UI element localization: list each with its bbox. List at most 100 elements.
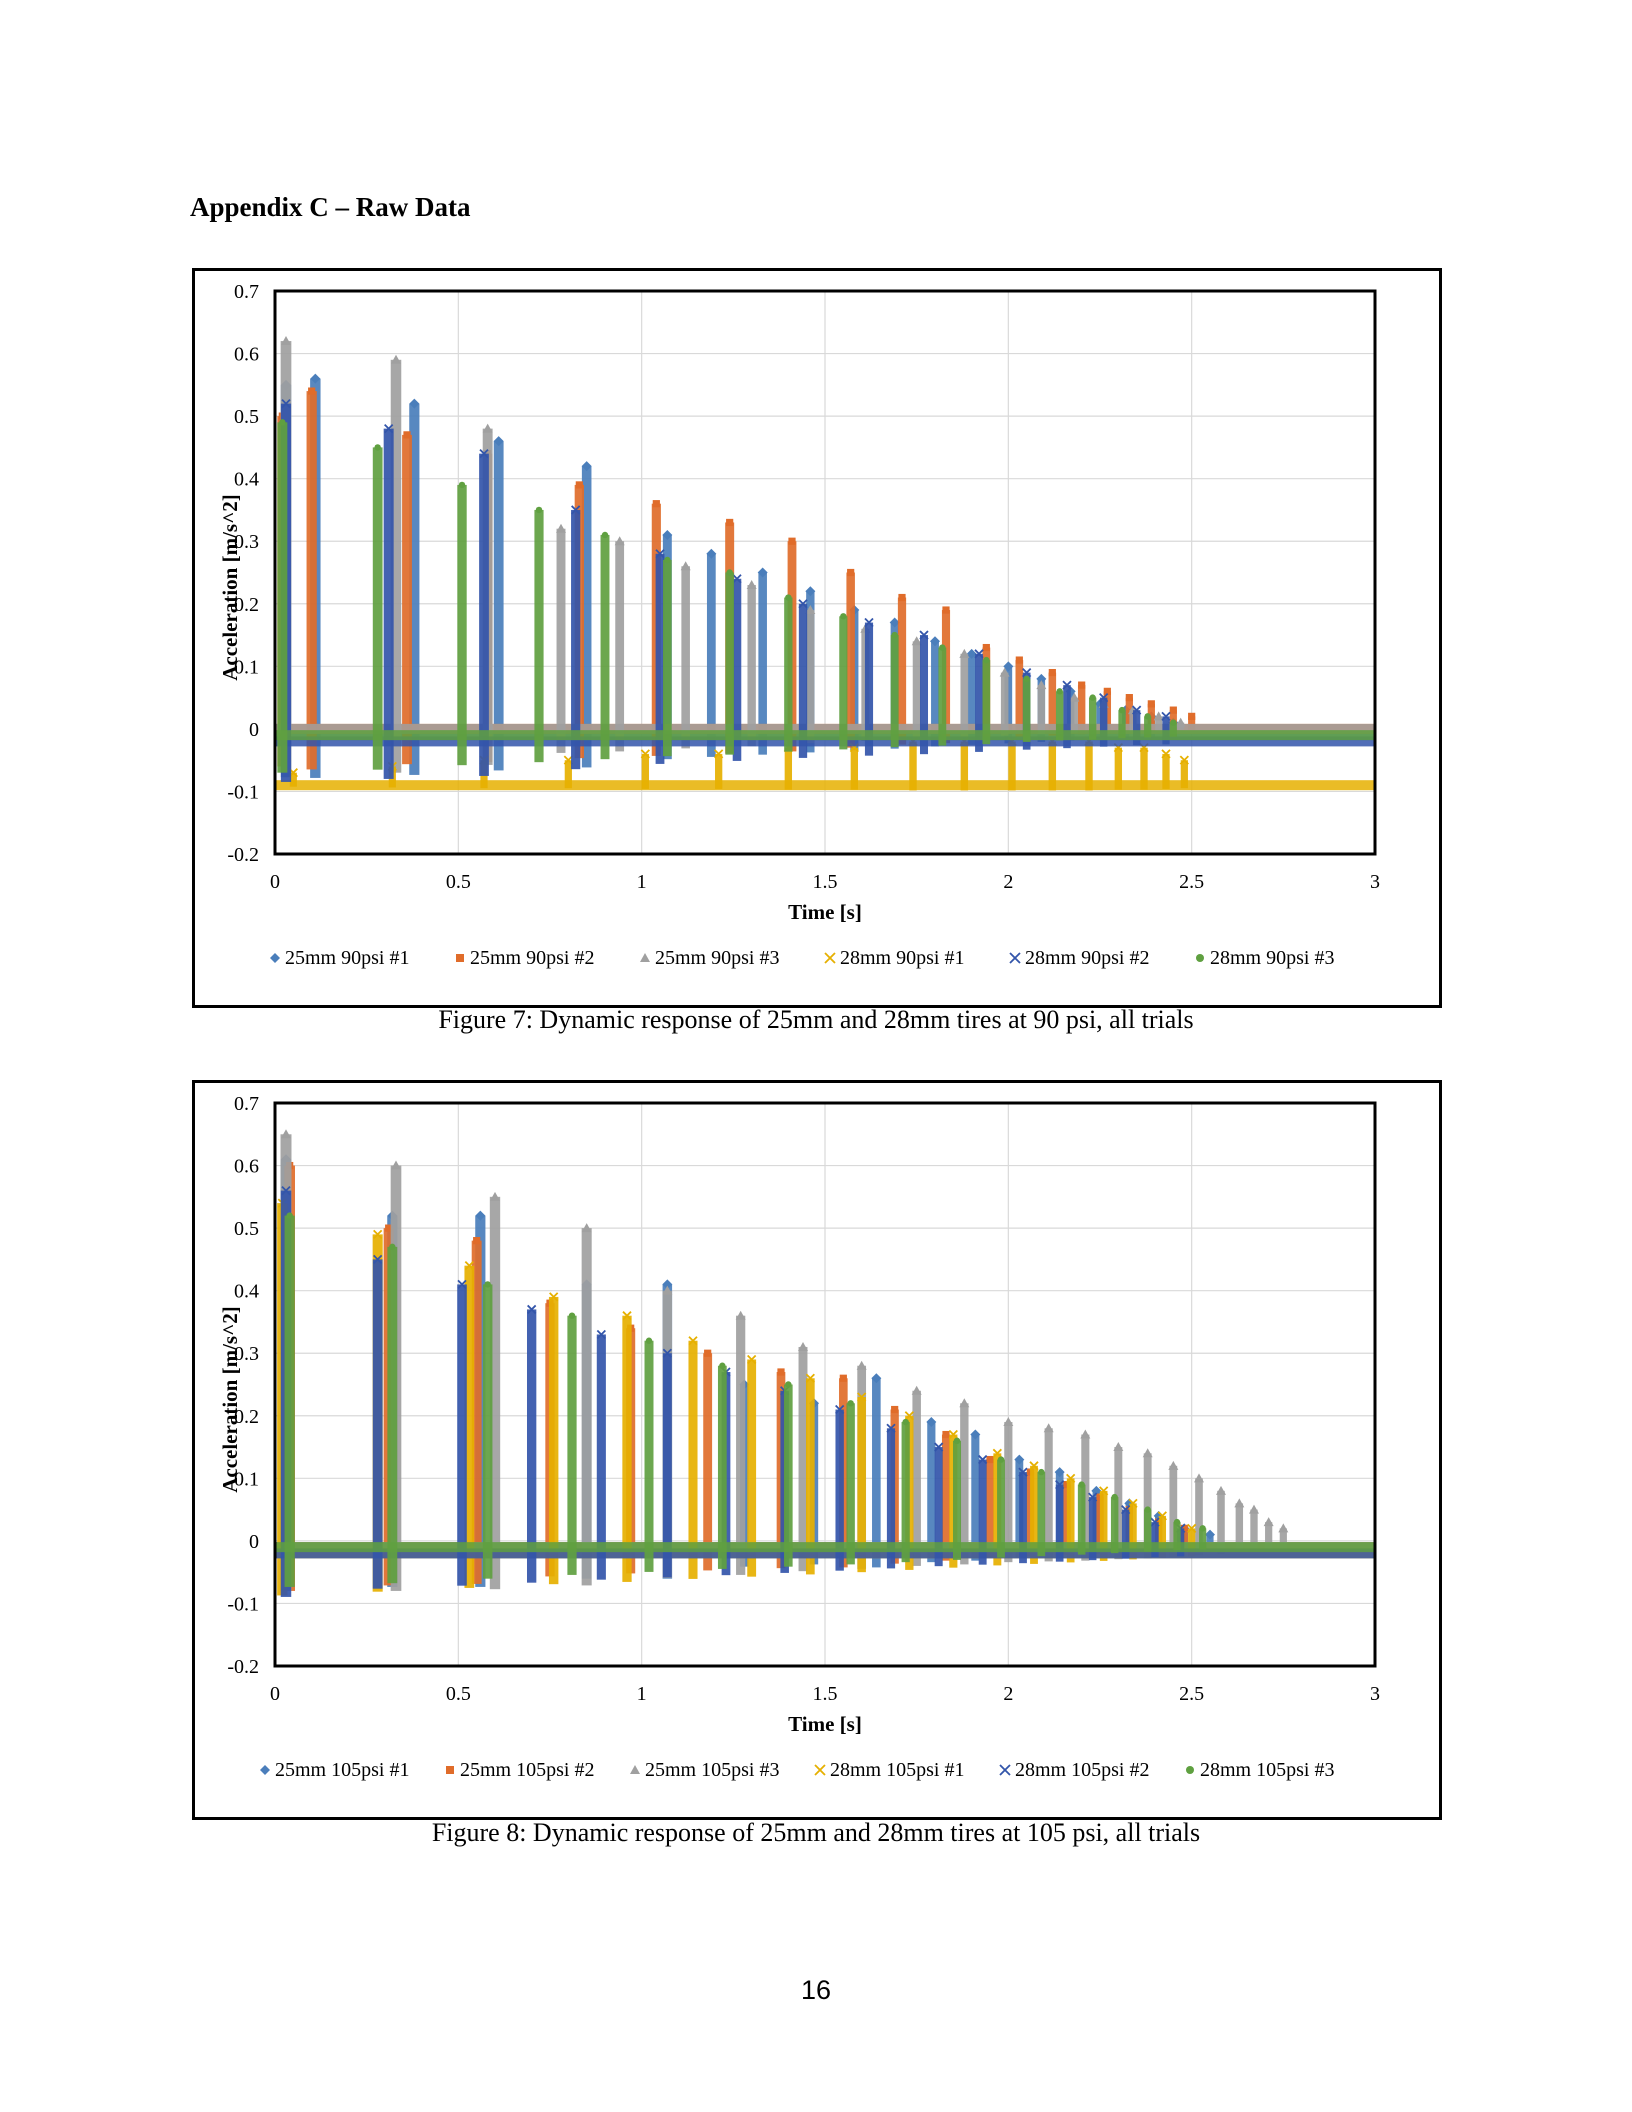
- acceleration-spike: [850, 747, 859, 790]
- legend-marker: [630, 1765, 640, 1774]
- peak-point: [785, 594, 792, 601]
- acceleration-spike: [846, 572, 855, 748]
- peak-point: [310, 373, 321, 384]
- acceleration-spike: [1129, 1503, 1137, 1560]
- legend-label: 25mm 90psi #3: [655, 947, 779, 969]
- acceleration-spike: [600, 534, 610, 760]
- acceleration-spike: [1004, 1422, 1013, 1563]
- acceleration-spike: [641, 753, 649, 789]
- peak-point: [1173, 1518, 1181, 1526]
- acceleration-spike: [901, 1422, 910, 1563]
- legend: 25mm 105psi #1 25mm 105psi #2 25mm 105psi …: [260, 1759, 1334, 1781]
- peak-point: [1216, 1485, 1226, 1495]
- peak-point: [549, 1292, 559, 1302]
- peak-point: [475, 1210, 486, 1221]
- series-baseline-band: [275, 1542, 1375, 1553]
- x-tick-label: 2.5: [1179, 871, 1204, 893]
- x-tick-label: 0.5: [446, 1683, 471, 1705]
- peak-point: [719, 1362, 726, 1369]
- peak-point: [732, 574, 742, 584]
- peak-point: [1168, 1460, 1179, 1470]
- peak-point: [1022, 667, 1032, 678]
- x-tick-label: 1: [637, 871, 647, 893]
- peak-point: [1103, 687, 1111, 695]
- acceleration-spike: [706, 553, 716, 757]
- peak-point: [798, 599, 808, 609]
- peak-point: [1144, 713, 1151, 720]
- acceleration-spike: [1099, 1490, 1108, 1561]
- acceleration-spike: [909, 741, 917, 791]
- acceleration-spike: [846, 1403, 855, 1565]
- peak-point: [1194, 1473, 1204, 1483]
- acceleration-spike: [390, 359, 402, 773]
- peak-point: [948, 1429, 958, 1440]
- acceleration-spike: [1110, 1497, 1119, 1554]
- acceleration-spike: [1125, 697, 1133, 733]
- y-axis-label: Acceleration [m/s^2]: [218, 1306, 242, 1493]
- x-tick-label: 1.5: [813, 1683, 838, 1705]
- peak-point: [1080, 1429, 1091, 1439]
- plot-area-border: [273, 289, 1377, 856]
- acceleration-spike: [464, 1265, 475, 1588]
- legend-label: 28mm 105psi #3: [1200, 1759, 1334, 1781]
- acceleration-spike: [1015, 660, 1024, 738]
- peak-point: [286, 1212, 293, 1219]
- legend-marker: [824, 952, 836, 964]
- peak-point: [568, 1312, 576, 1319]
- y-tick-label: 0.3: [234, 531, 259, 553]
- acceleration-spike: [912, 1390, 921, 1566]
- peak-point: [596, 1329, 606, 1340]
- legend-marker: [260, 1765, 270, 1775]
- acceleration-spike: [839, 616, 848, 750]
- acceleration-spike: [982, 660, 991, 745]
- tick-labels: 0.7 0.6 0.5 0.4 0.3 0.2 0.1 0 -0.1 -0.2 0 0.5 1 1.5 2 2…: [227, 281, 1380, 893]
- y-axis-label: Acceleration [m/s^2]: [218, 494, 242, 681]
- peak-point: [970, 1429, 981, 1440]
- y-tick-label: 0.5: [234, 406, 259, 428]
- peak-point: [978, 1454, 988, 1465]
- peak-point: [953, 1437, 961, 1444]
- acceleration-spike: [997, 1459, 1005, 1558]
- acceleration-spike: [890, 635, 899, 748]
- peak-point: [1078, 681, 1086, 689]
- peak-point: [930, 636, 940, 647]
- peak-point: [493, 436, 504, 447]
- x-tick-label: 0: [270, 1683, 280, 1705]
- acceleration-spike: [644, 1340, 654, 1572]
- acceleration-spike: [1188, 716, 1196, 731]
- acceleration-spike: [732, 578, 742, 761]
- acceleration-spike: [931, 641, 939, 747]
- acceleration-spike: [622, 1315, 632, 1582]
- peak-point: [1036, 680, 1047, 690]
- peak-point: [904, 1411, 914, 1421]
- peak-point: [911, 636, 922, 646]
- acceleration-spike: [805, 1378, 815, 1575]
- legend-label: 25mm 90psi #1: [285, 947, 409, 969]
- peak-point: [1069, 692, 1080, 702]
- peak-point: [805, 586, 816, 597]
- peak-point: [889, 617, 900, 628]
- acceleration-spike: [1077, 1484, 1086, 1555]
- peak-point: [479, 449, 489, 459]
- legend-item: 25mm 105psi #3: [630, 1759, 779, 1781]
- figure-8-caption: Figure 8: Dynamic response of 25mm and 2…: [431, 1818, 1201, 1847]
- x-axis-label: Time [s]: [788, 900, 862, 924]
- peak-point: [942, 1430, 950, 1439]
- peak-point: [1157, 1511, 1167, 1521]
- peak-point: [622, 1311, 632, 1321]
- legend-marker: [999, 1764, 1011, 1776]
- acceleration-spike: [1055, 1484, 1064, 1562]
- acceleration-spike: [703, 1353, 713, 1571]
- acceleration-spike: [978, 1459, 987, 1565]
- peak-point: [1179, 755, 1189, 765]
- series-baseline-band: [275, 780, 1375, 791]
- acceleration-spike: [747, 1359, 757, 1577]
- peak-point: [714, 749, 724, 759]
- legend-marker: [1186, 1766, 1194, 1774]
- peak-point: [1014, 1454, 1025, 1465]
- peak-point: [662, 1348, 672, 1358]
- peak-point: [839, 1374, 847, 1382]
- acceleration-spike: [1048, 741, 1057, 791]
- legend-item: 25mm 90psi #3: [640, 947, 779, 969]
- y-tick-label: -0.2: [227, 844, 259, 866]
